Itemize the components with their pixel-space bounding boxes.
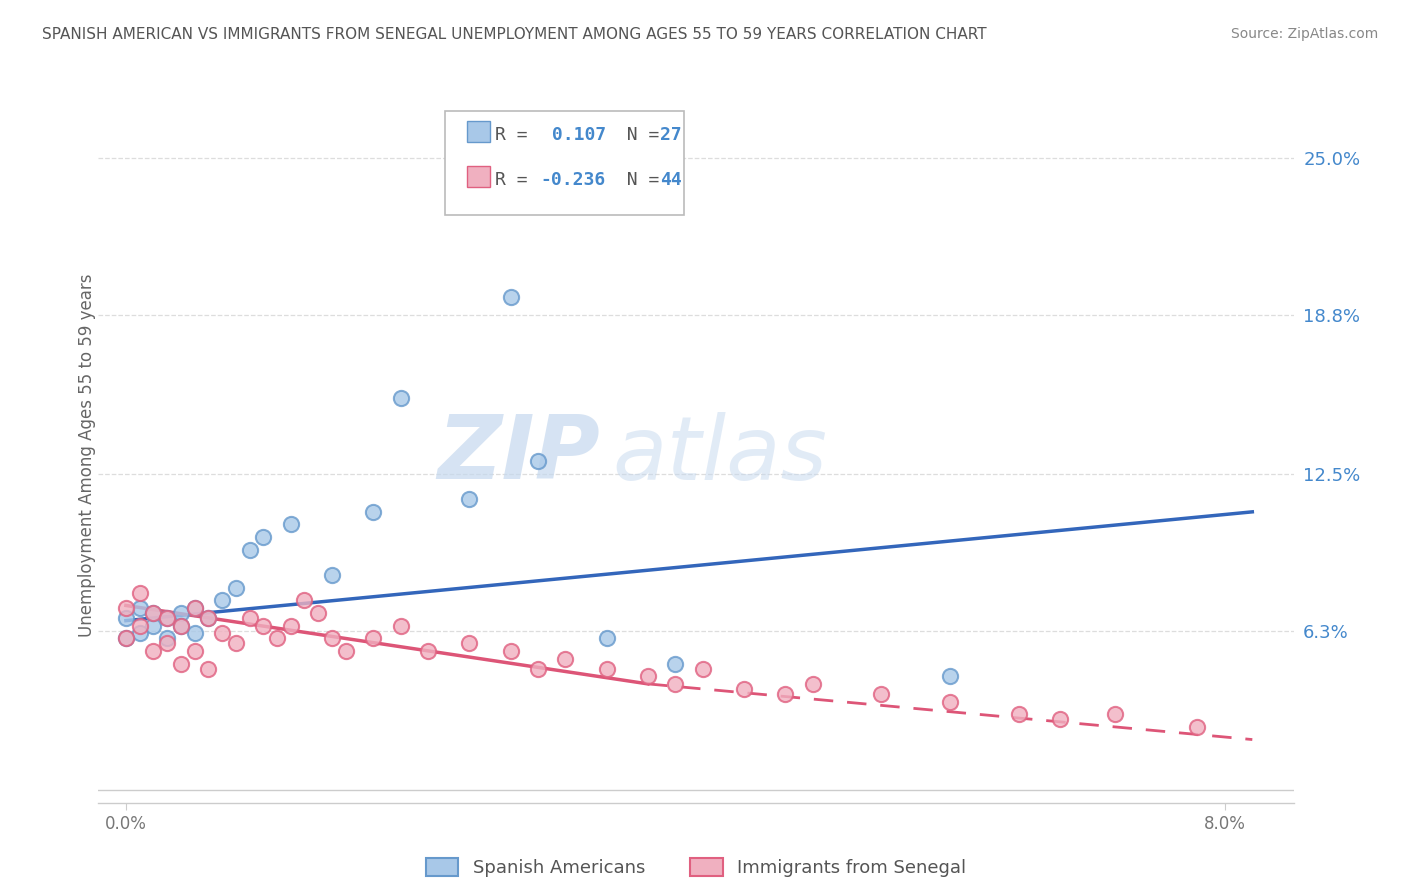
Point <box>266 632 288 646</box>
Text: 0.107: 0.107 <box>540 126 606 144</box>
Point <box>128 618 150 632</box>
Text: 27: 27 <box>661 126 682 144</box>
Point <box>156 632 179 646</box>
Point <box>142 606 165 620</box>
Point <box>183 626 205 640</box>
Point <box>335 644 357 658</box>
Point <box>280 517 302 532</box>
Text: -0.236: -0.236 <box>540 171 606 189</box>
Point <box>142 644 165 658</box>
Point <box>170 618 193 632</box>
Point <box>142 606 165 620</box>
Point <box>115 632 138 646</box>
Text: R =: R = <box>495 171 538 189</box>
Point <box>307 606 329 620</box>
Text: N =: N = <box>605 171 671 189</box>
Point <box>280 618 302 632</box>
Point <box>1049 712 1071 726</box>
Point <box>211 626 233 640</box>
Point <box>170 657 193 671</box>
Point <box>183 601 205 615</box>
Point <box>939 695 962 709</box>
Point <box>238 611 260 625</box>
Point <box>321 568 343 582</box>
Bar <box>467 121 491 142</box>
Y-axis label: Unemployment Among Ages 55 to 59 years: Unemployment Among Ages 55 to 59 years <box>79 273 96 637</box>
Point <box>156 611 179 625</box>
Point <box>197 662 219 676</box>
Point <box>115 611 138 625</box>
Point <box>775 687 797 701</box>
Point <box>554 651 576 665</box>
Point <box>361 505 384 519</box>
Point <box>733 681 755 696</box>
Point <box>389 391 412 405</box>
Point <box>170 606 193 620</box>
Text: ZIP: ZIP <box>437 411 600 499</box>
Point <box>527 454 550 468</box>
Bar <box>467 166 491 187</box>
Point <box>499 290 522 304</box>
Point <box>294 593 316 607</box>
Point <box>225 636 247 650</box>
Point <box>637 669 659 683</box>
Point <box>595 632 617 646</box>
Text: 44: 44 <box>661 171 682 189</box>
Point <box>252 530 274 544</box>
Point <box>197 611 219 625</box>
Point <box>870 687 893 701</box>
Point <box>321 632 343 646</box>
Text: N =: N = <box>605 126 671 144</box>
FancyBboxPatch shape <box>444 111 685 215</box>
Point <box>128 601 150 615</box>
Point <box>416 644 439 658</box>
Point <box>801 677 824 691</box>
Point <box>664 657 686 671</box>
Text: R =: R = <box>495 126 538 144</box>
Point <box>664 677 686 691</box>
Point <box>211 593 233 607</box>
Point <box>361 632 384 646</box>
Point <box>252 618 274 632</box>
Point <box>499 644 522 658</box>
Point <box>389 618 412 632</box>
Point <box>1104 707 1126 722</box>
Point <box>458 492 481 507</box>
Point <box>197 611 219 625</box>
Point <box>142 618 165 632</box>
Point <box>692 662 714 676</box>
Point <box>170 618 193 632</box>
Point <box>1008 707 1031 722</box>
Point <box>183 601 205 615</box>
Point <box>527 662 550 676</box>
Point <box>128 586 150 600</box>
Point <box>115 601 138 615</box>
Point <box>238 542 260 557</box>
Point <box>595 662 617 676</box>
Point <box>115 632 138 646</box>
Point <box>939 669 962 683</box>
Point <box>1187 720 1209 734</box>
Text: Source: ZipAtlas.com: Source: ZipAtlas.com <box>1230 27 1378 41</box>
Point <box>128 626 150 640</box>
Point <box>183 644 205 658</box>
Point <box>458 636 481 650</box>
Text: atlas: atlas <box>612 412 827 498</box>
Point <box>225 581 247 595</box>
Point <box>156 611 179 625</box>
Text: SPANISH AMERICAN VS IMMIGRANTS FROM SENEGAL UNEMPLOYMENT AMONG AGES 55 TO 59 YEA: SPANISH AMERICAN VS IMMIGRANTS FROM SENE… <box>42 27 987 42</box>
Legend: Spanish Americans, Immigrants from Senegal: Spanish Americans, Immigrants from Seneg… <box>419 850 973 884</box>
Point <box>156 636 179 650</box>
